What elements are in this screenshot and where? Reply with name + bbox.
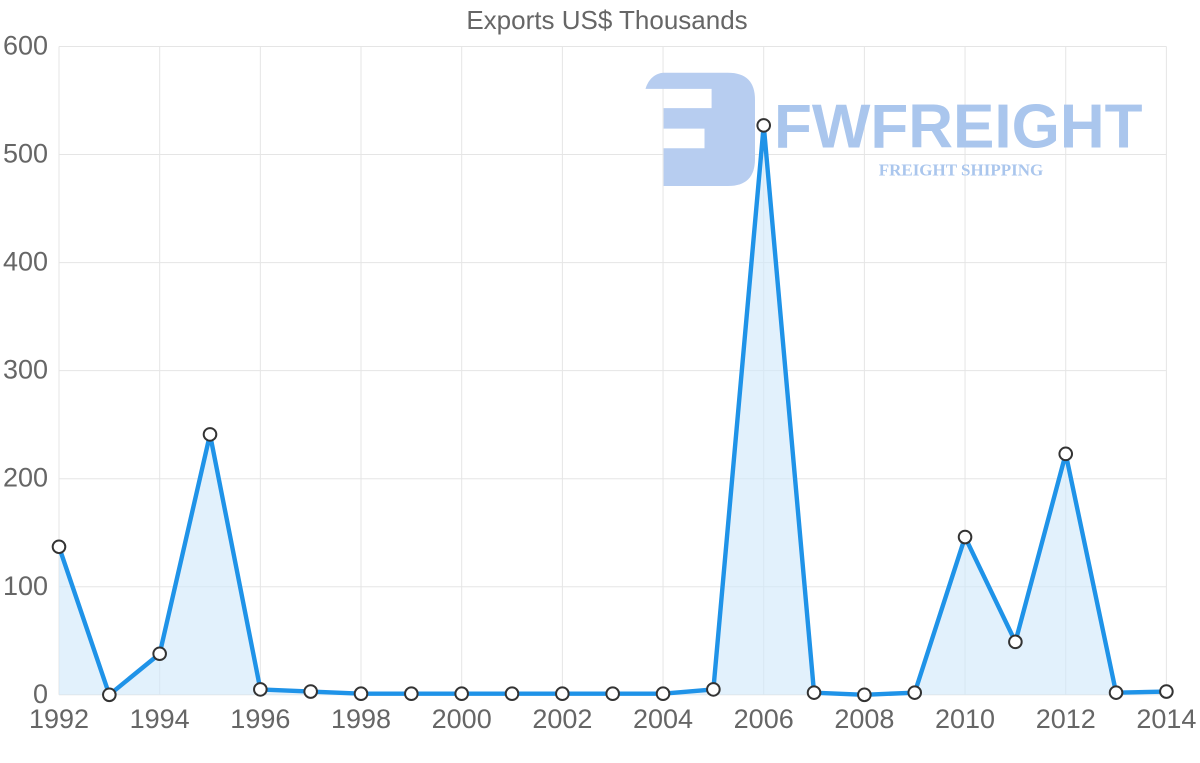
svg-text:200: 200: [3, 463, 48, 493]
svg-text:2002: 2002: [532, 704, 592, 734]
svg-text:2000: 2000: [432, 704, 492, 734]
svg-text:2004: 2004: [633, 704, 693, 734]
svg-text:1998: 1998: [331, 704, 391, 734]
svg-text:500: 500: [3, 139, 48, 169]
svg-text:1994: 1994: [130, 704, 190, 734]
svg-text:FREIGHT SHIPPING: FREIGHT SHIPPING: [879, 161, 1044, 180]
svg-text:2008: 2008: [834, 704, 894, 734]
svg-text:100: 100: [3, 571, 48, 601]
svg-text:1996: 1996: [230, 704, 290, 734]
svg-text:600: 600: [3, 31, 48, 61]
svg-text:2012: 2012: [1036, 704, 1096, 734]
svg-text:2010: 2010: [935, 704, 995, 734]
svg-text:1992: 1992: [29, 704, 89, 734]
svg-text:300: 300: [3, 355, 48, 385]
svg-text:400: 400: [3, 247, 48, 277]
svg-text:2014: 2014: [1136, 704, 1196, 734]
svg-text:FWFREIGHT: FWFREIGHT: [774, 93, 1143, 162]
svg-text:Exports US$ Thousands: Exports US$ Thousands: [466, 5, 747, 35]
svg-text:2006: 2006: [734, 704, 794, 734]
